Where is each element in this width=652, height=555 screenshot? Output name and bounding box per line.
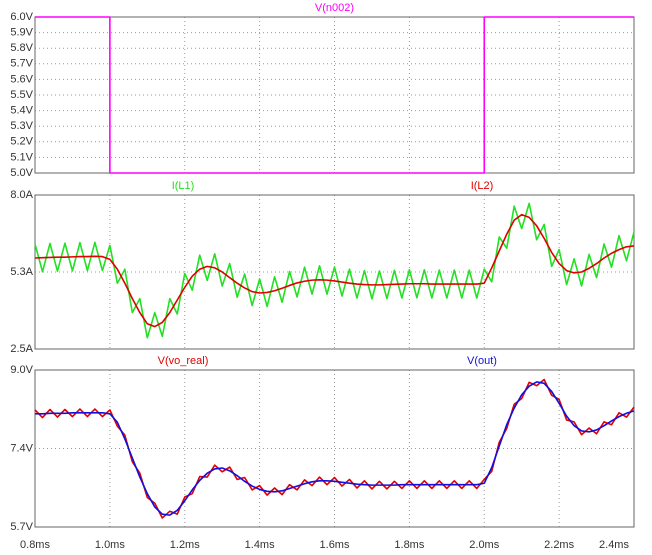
x-tick-label: 1.8ms [394, 539, 424, 551]
x-tick-label: 1.2ms [170, 539, 200, 551]
legend-label: V(out) [467, 355, 497, 367]
x-tick-label: 1.4ms [245, 539, 275, 551]
y-tick-label: 5.3A [10, 266, 33, 278]
plot-frame [34, 369, 635, 528]
x-tick-label: 2.0ms [469, 539, 499, 551]
y-tick-label: 5.6V [10, 73, 33, 85]
series-line [34, 378, 635, 519]
series-line [34, 202, 635, 339]
y-tick-label: 5.9V [10, 27, 33, 39]
y-tick-label: 8.0A [10, 189, 33, 201]
series-line [34, 213, 635, 328]
legend-label: V(n002) [315, 2, 354, 14]
y-tick-label: 5.4V [10, 105, 33, 117]
y-tick-label: 7.4V [10, 442, 33, 454]
series-line [35, 381, 635, 516]
y-tick-label: 2.5A [10, 343, 33, 355]
legend-label: I(L2) [471, 180, 494, 192]
y-tick-label: 9.0V [10, 364, 33, 376]
y-tick-label: 5.7V [10, 521, 33, 533]
series-line [35, 16, 634, 174]
legend-label: V(vo_real) [158, 355, 209, 367]
x-tick-label: 2.4ms [599, 539, 629, 551]
x-tick-label: 2.2ms [544, 539, 574, 551]
y-tick-label: 5.5V [10, 89, 33, 101]
y-tick-label: 5.1V [10, 151, 33, 163]
y-tick-label: 5.3V [10, 120, 33, 132]
x-tick-label: 0.8ms [20, 539, 50, 551]
plot-frame [34, 194, 635, 350]
x-tick-label: 1.0ms [95, 539, 125, 551]
y-tick-label: 5.2V [10, 136, 33, 148]
y-tick-label: 6.0V [10, 11, 33, 23]
legend-label: I(L1) [172, 180, 195, 192]
y-tick-label: 5.0V [10, 167, 33, 179]
x-tick-label: 1.6ms [320, 539, 350, 551]
y-tick-label: 5.7V [10, 58, 33, 70]
y-tick-label: 5.8V [10, 42, 33, 54]
